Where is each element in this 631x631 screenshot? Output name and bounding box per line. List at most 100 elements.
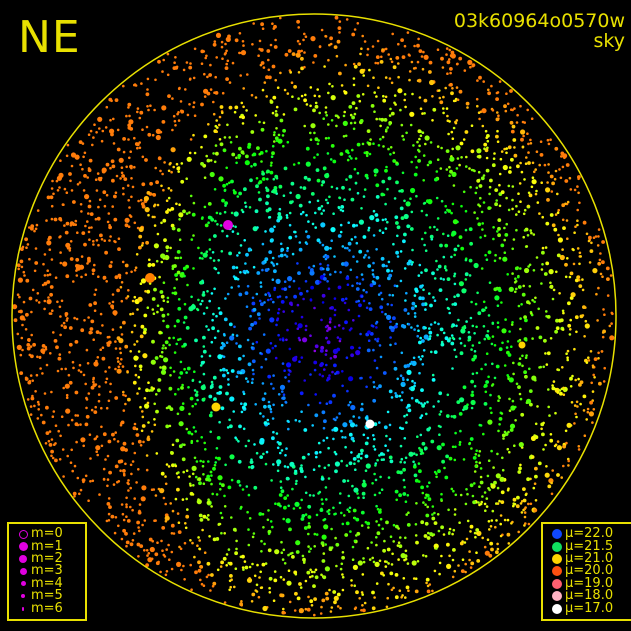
star [290, 181, 295, 186]
star [341, 555, 345, 560]
star [424, 142, 427, 146]
star [212, 42, 217, 47]
star [482, 432, 485, 436]
star [448, 531, 451, 534]
star [497, 218, 502, 223]
star [470, 399, 476, 406]
star [358, 303, 362, 308]
star [170, 223, 175, 228]
star [184, 522, 187, 525]
star [274, 549, 280, 555]
star [295, 479, 298, 483]
star [133, 221, 137, 225]
star [327, 326, 332, 331]
star [67, 373, 71, 377]
star [212, 112, 216, 116]
star [395, 56, 400, 60]
star [282, 194, 286, 197]
star [183, 541, 187, 545]
star [267, 298, 270, 302]
star [191, 379, 195, 383]
star [374, 464, 377, 467]
star [90, 319, 95, 324]
star [113, 437, 116, 441]
star [223, 505, 227, 508]
star [190, 588, 193, 591]
star [114, 191, 118, 194]
star [80, 328, 85, 333]
star [136, 110, 139, 114]
star [509, 423, 516, 429]
star [468, 274, 472, 277]
star [423, 243, 426, 247]
star [229, 454, 235, 460]
star [247, 493, 251, 497]
star [347, 221, 351, 224]
star [111, 293, 115, 296]
star [107, 439, 112, 444]
star [174, 124, 177, 127]
star [448, 48, 452, 52]
star [265, 348, 271, 354]
star [599, 272, 603, 276]
star [248, 565, 252, 569]
star [70, 448, 73, 452]
star [401, 427, 405, 430]
star [428, 327, 431, 330]
star [155, 393, 158, 396]
star [325, 114, 329, 117]
star [199, 280, 204, 285]
star [298, 420, 301, 423]
star [125, 540, 130, 545]
star [255, 177, 259, 180]
star [375, 543, 378, 547]
star [350, 238, 354, 241]
star [384, 168, 388, 173]
star [599, 252, 602, 255]
star [495, 117, 500, 122]
star [428, 330, 433, 335]
star [129, 150, 132, 153]
star [389, 343, 392, 347]
star [109, 166, 112, 170]
star [506, 488, 510, 492]
star [92, 136, 95, 139]
star [178, 203, 181, 206]
star [484, 129, 488, 133]
star [436, 513, 440, 516]
star [147, 552, 151, 555]
star [224, 463, 227, 467]
star [217, 271, 220, 275]
star [321, 293, 326, 298]
star [486, 474, 490, 478]
star [487, 250, 492, 255]
star [436, 333, 439, 337]
star [225, 391, 229, 396]
star [240, 410, 244, 414]
legend-row-m3: m=3 [15, 564, 79, 577]
star [101, 324, 104, 327]
star [117, 247, 121, 252]
star [353, 516, 357, 520]
star [151, 339, 155, 344]
star [450, 54, 453, 58]
star [116, 480, 119, 484]
star [134, 266, 138, 270]
star [427, 531, 430, 535]
star [109, 382, 112, 386]
star [313, 360, 318, 365]
star [353, 462, 356, 466]
star [186, 283, 189, 287]
star [207, 498, 210, 502]
star [220, 45, 224, 49]
star [556, 253, 561, 258]
star [49, 352, 52, 355]
star [350, 327, 353, 330]
star [300, 56, 304, 61]
star [173, 286, 176, 290]
star [570, 292, 576, 298]
star [575, 400, 579, 404]
star [119, 362, 122, 366]
star [439, 167, 443, 170]
star [114, 275, 119, 280]
